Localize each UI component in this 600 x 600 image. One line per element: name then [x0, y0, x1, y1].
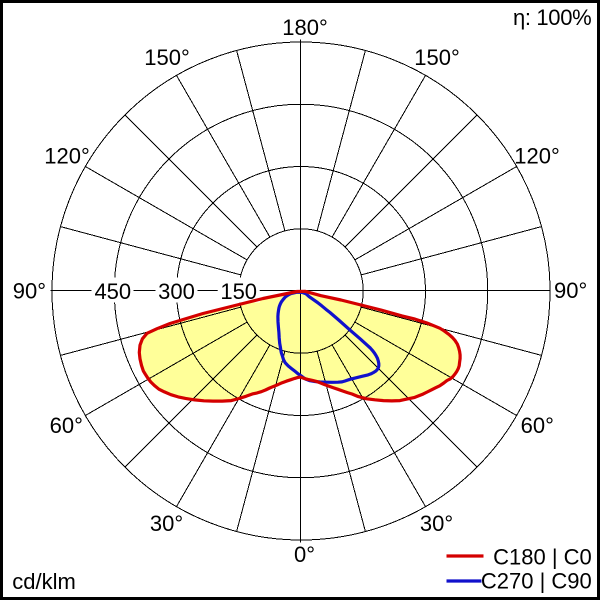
svg-text:30°: 30°	[150, 511, 183, 536]
svg-text:120°: 120°	[514, 144, 560, 169]
svg-text:450: 450	[94, 279, 131, 304]
svg-text:30°: 30°	[420, 511, 453, 536]
svg-text:60°: 60°	[50, 413, 83, 438]
svg-text:C270 | C90: C270 | C90	[481, 568, 592, 593]
svg-text:0°: 0°	[294, 542, 315, 567]
svg-text:cd/klm: cd/klm	[12, 569, 76, 594]
svg-text:90°: 90°	[13, 279, 46, 304]
svg-text:150: 150	[220, 279, 257, 304]
svg-text:300: 300	[158, 279, 195, 304]
svg-text:150°: 150°	[414, 45, 460, 70]
svg-text:60°: 60°	[521, 413, 554, 438]
svg-text:90°: 90°	[554, 278, 587, 303]
svg-text:150°: 150°	[144, 45, 190, 70]
svg-text:η: 100%: η: 100%	[513, 5, 591, 30]
svg-text:120°: 120°	[44, 144, 90, 169]
svg-text:180°: 180°	[282, 15, 328, 40]
svg-text:C180 | C0: C180 | C0	[493, 544, 592, 569]
